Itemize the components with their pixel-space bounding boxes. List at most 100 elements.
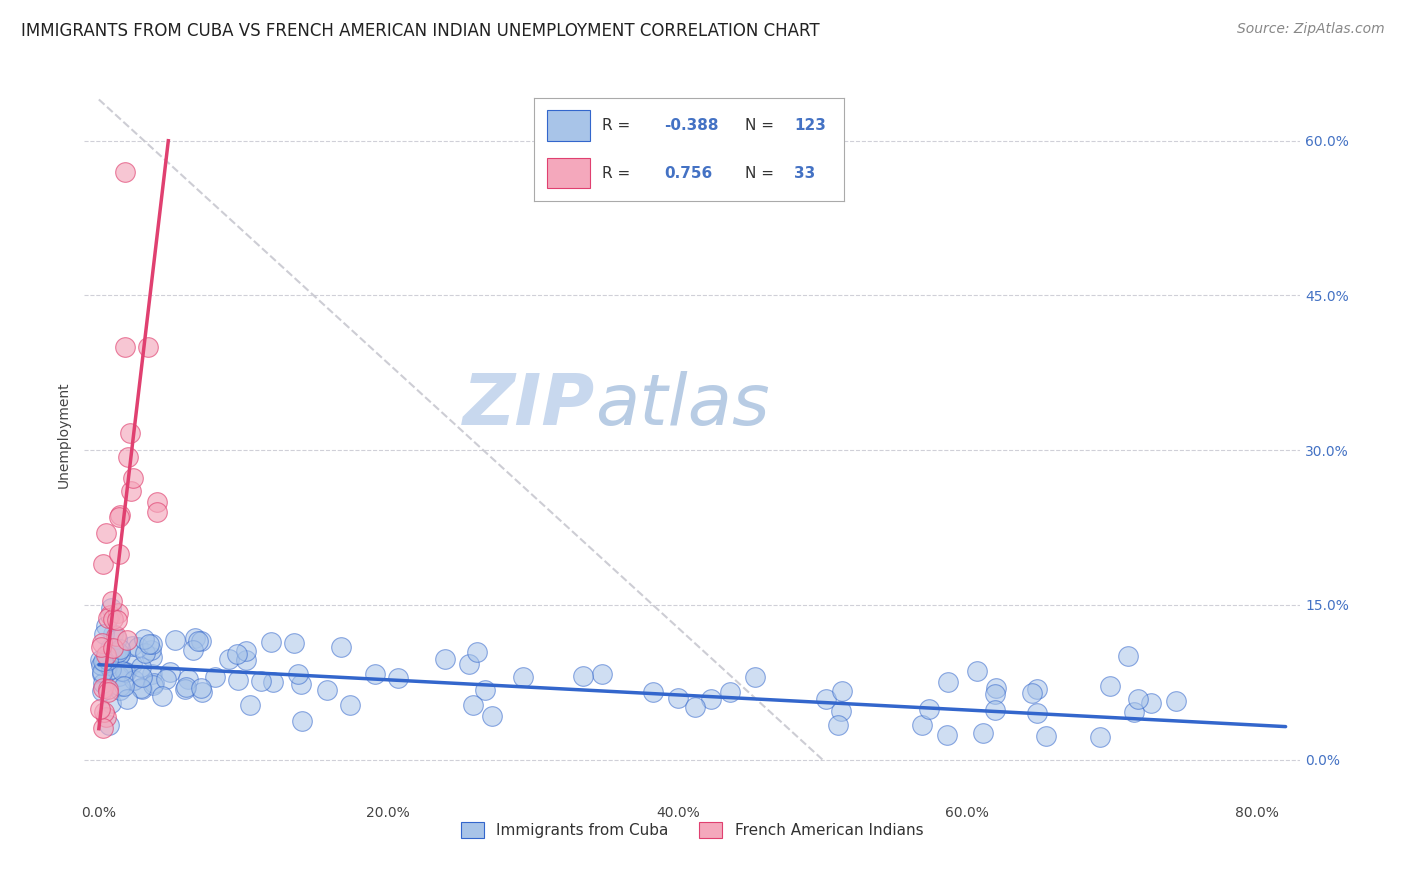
Point (827, 718, 849, 732)
Point (120, 425, 142, 440)
Text: ZIP: ZIP (463, 371, 595, 440)
Point (94, 657, 117, 671)
Point (107, 606, 129, 620)
Point (117, 450, 139, 464)
Point (89, 702, 111, 716)
Point (159, 665, 181, 680)
Point (683, 700, 706, 714)
Point (100, 608, 122, 623)
Point (235, 644, 257, 658)
Point (1021, 686, 1043, 700)
Point (129, 660, 152, 674)
Point (96, 619, 118, 633)
Point (141, 650, 163, 665)
Point (260, 635, 283, 649)
Point (1026, 682, 1049, 697)
Point (984, 704, 1007, 718)
Point (141, 667, 163, 681)
Text: 33: 33 (794, 166, 815, 180)
Point (136, 340, 159, 354)
Point (433, 652, 456, 666)
Point (90, 684, 112, 698)
Point (145, 494, 167, 508)
Text: R =: R = (602, 119, 636, 133)
Point (474, 683, 496, 698)
Point (91, 666, 114, 681)
Point (93, 706, 115, 720)
Point (591, 667, 613, 681)
Point (103, 612, 125, 626)
Point (150, 689, 173, 703)
Text: R =: R = (602, 166, 636, 180)
FancyBboxPatch shape (547, 111, 591, 141)
Point (97, 653, 120, 667)
Point (108, 642, 131, 657)
Point (481, 709, 503, 723)
Point (1088, 730, 1111, 744)
Point (183, 631, 205, 645)
Point (364, 666, 387, 681)
Point (235, 653, 257, 667)
Point (830, 704, 852, 718)
Point (97, 681, 120, 696)
Point (107, 645, 129, 659)
Point (141, 637, 163, 651)
Point (96, 710, 118, 724)
Point (457, 657, 479, 671)
Point (190, 633, 212, 648)
Point (329, 640, 352, 655)
Point (1140, 697, 1163, 711)
Point (910, 717, 932, 731)
Point (121, 639, 143, 653)
Point (643, 684, 665, 698)
Point (134, 632, 156, 647)
Point (97, 611, 120, 625)
Point (918, 702, 941, 716)
Point (250, 674, 273, 689)
Point (290, 677, 312, 691)
Point (108, 679, 131, 693)
Point (114, 665, 136, 679)
Point (831, 684, 853, 698)
Point (512, 670, 534, 684)
Point (91, 635, 114, 649)
Point (101, 626, 124, 640)
Point (105, 632, 128, 646)
Point (262, 675, 284, 690)
Point (155, 673, 177, 687)
Point (105, 613, 128, 627)
Point (315, 683, 337, 698)
Point (122, 673, 145, 687)
Point (90, 657, 112, 672)
Point (131, 681, 153, 695)
Point (666, 691, 689, 706)
Point (387, 671, 409, 685)
Point (814, 692, 837, 706)
Point (1025, 706, 1047, 720)
Point (91, 676, 114, 690)
Point (718, 685, 741, 699)
Y-axis label: Unemployment: Unemployment (58, 382, 72, 488)
Point (93, 627, 115, 641)
Point (225, 647, 247, 661)
Point (117, 692, 139, 706)
Point (131, 682, 153, 697)
Point (287, 667, 309, 681)
Point (114, 164, 136, 178)
Point (972, 725, 994, 739)
Point (100, 662, 122, 676)
Point (97, 718, 120, 732)
Point (122, 471, 145, 485)
Point (1035, 729, 1057, 743)
Point (121, 657, 143, 672)
Text: N =: N = (745, 166, 779, 180)
Point (90, 665, 112, 680)
Point (114, 340, 136, 354)
Point (935, 728, 957, 742)
Point (98, 640, 121, 655)
Point (97, 650, 120, 665)
Point (91, 721, 114, 735)
Point (108, 683, 131, 698)
Point (111, 664, 134, 678)
Point (97, 685, 120, 699)
